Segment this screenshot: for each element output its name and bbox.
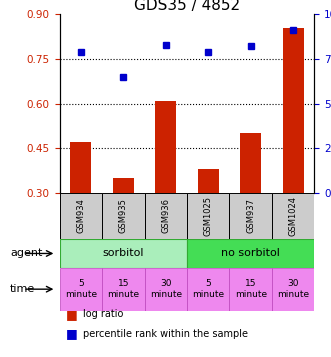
Bar [102, 193, 145, 239]
Text: GSM1024: GSM1024 [289, 196, 298, 236]
Text: GSM935: GSM935 [119, 198, 128, 233]
Bar [229, 193, 272, 239]
Text: agent: agent [10, 248, 42, 258]
Text: 15
minute: 15 minute [235, 280, 267, 299]
Bar [198, 169, 219, 193]
Text: 30
minute: 30 minute [150, 280, 182, 299]
Bar [60, 239, 187, 268]
Bar [60, 193, 102, 239]
Bar [155, 101, 176, 193]
Bar [102, 268, 145, 311]
Text: 5
minute: 5 minute [65, 280, 97, 299]
Bar [145, 193, 187, 239]
Text: time: time [10, 284, 35, 294]
Text: log ratio: log ratio [83, 309, 123, 319]
Text: 15
minute: 15 minute [107, 280, 139, 299]
Text: ■: ■ [66, 327, 78, 340]
Text: sorbitol: sorbitol [103, 248, 144, 258]
Text: ■: ■ [66, 308, 78, 321]
Bar [272, 193, 314, 239]
Bar [145, 268, 187, 311]
Text: 30
minute: 30 minute [277, 280, 309, 299]
Text: GSM937: GSM937 [246, 198, 255, 233]
Bar [70, 142, 91, 193]
Bar [229, 268, 272, 311]
Text: no sorbitol: no sorbitol [221, 248, 280, 258]
Text: GSM936: GSM936 [161, 198, 170, 233]
Bar [272, 268, 314, 311]
Title: GDS35 / 4852: GDS35 / 4852 [134, 0, 240, 13]
Bar [187, 268, 229, 311]
Text: GSM1025: GSM1025 [204, 196, 213, 236]
Bar [60, 268, 102, 311]
Bar [283, 28, 304, 193]
Text: GSM934: GSM934 [76, 198, 85, 233]
Text: percentile rank within the sample: percentile rank within the sample [83, 329, 248, 339]
Bar [113, 178, 134, 193]
Bar [187, 239, 314, 268]
Bar [187, 193, 229, 239]
Bar [240, 133, 261, 193]
Text: 5
minute: 5 minute [192, 280, 224, 299]
